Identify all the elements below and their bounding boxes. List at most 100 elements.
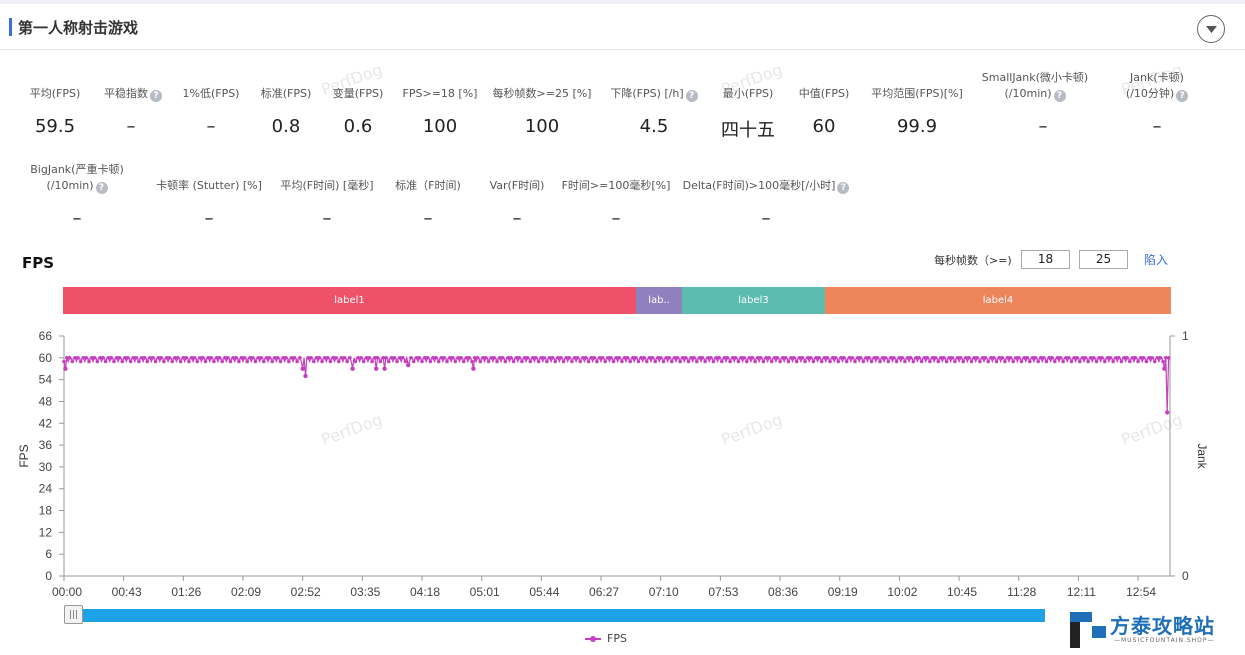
fps-point (398, 356, 402, 360)
y2-tick-label: 1 (1182, 329, 1189, 343)
fps-point (225, 356, 230, 360)
fps-point (958, 356, 963, 360)
fps-point (431, 356, 435, 360)
fps-point (575, 356, 580, 360)
help-icon[interactable]: ? (685, 90, 698, 102)
fps-point (153, 359, 158, 364)
fps-point (930, 356, 935, 360)
threshold-input-2[interactable]: 25 (1079, 250, 1128, 269)
metric-label: FPS>=18 [%] (402, 87, 478, 100)
help-icon[interactable]: ? (95, 182, 108, 194)
fps-point (1130, 356, 1135, 360)
fps-point (875, 356, 879, 360)
fps-point (1078, 359, 1082, 364)
fps-point (123, 356, 127, 360)
fps-point (600, 356, 605, 360)
x-tick-label: 11:28 (1007, 585, 1036, 599)
fps-point (614, 356, 619, 360)
row1-metric: 平均(FPS) (0, 86, 155, 102)
fps-point (417, 356, 422, 360)
help-icon[interactable]: ? (150, 90, 162, 102)
metric-label: 平均(FPS) (29, 87, 81, 100)
metric-value: – (611, 208, 621, 229)
metric-value: 60 (812, 116, 836, 137)
metric-value: – (322, 208, 332, 229)
fps-point (275, 356, 280, 360)
fps-point (856, 356, 860, 360)
help-icon[interactable]: ? (1053, 90, 1066, 102)
x-tick-label: 01:26 (171, 585, 201, 599)
fps-point (203, 359, 208, 364)
fps-point (400, 356, 405, 360)
fps-point (1033, 356, 1038, 360)
label-segment-2[interactable]: lab.. (636, 287, 682, 314)
fps-point (520, 359, 524, 364)
fps-point (500, 356, 505, 360)
label-segment-4[interactable]: label4 (825, 287, 1171, 314)
metric-label-unit: (/10分钟)? (1057, 86, 1245, 102)
fps-point (389, 356, 394, 360)
fps-point (320, 359, 324, 364)
fps-point (1122, 356, 1126, 360)
fps-point (373, 356, 377, 360)
label-segment-3[interactable]: label3 (682, 287, 825, 314)
import-link[interactable]: 陷入 (1144, 253, 1169, 267)
chart-legend[interactable]: FPS (585, 632, 627, 645)
help-icon[interactable]: ? (1176, 90, 1189, 102)
fps-point (553, 359, 557, 364)
fps-point (339, 356, 344, 360)
row1-metric: 中值(FPS) (724, 86, 924, 102)
brand-name: 方泰攻略站 (1110, 614, 1215, 638)
fps-point (678, 359, 682, 364)
fps-point (342, 356, 347, 360)
fps-point (767, 356, 771, 360)
fps-point (661, 359, 666, 364)
fps-point (461, 359, 466, 364)
fps-point (889, 356, 893, 360)
metric-label: Delta(F时间)>100毫秒[/小时]? (666, 178, 866, 194)
metric-label: 卡顿率 (Stutter) [%] (156, 179, 262, 192)
fps-point (228, 359, 233, 364)
collapse-button[interactable] (1197, 15, 1225, 43)
fps-point (819, 359, 824, 364)
metric-label: BigJank(严重卡顿) (30, 163, 124, 176)
fps-point (497, 356, 502, 360)
fps-point (306, 356, 311, 360)
fps-point (897, 356, 902, 360)
fps-point (1152, 359, 1157, 364)
fps-point (1111, 359, 1115, 364)
fps-point (356, 356, 361, 360)
x-tick-label: 02:09 (231, 585, 261, 599)
fps-point (337, 359, 341, 364)
row1-metric: 1%低(FPS) (111, 86, 311, 102)
label-segment-1[interactable]: label1 (63, 287, 636, 314)
fps-point (486, 359, 491, 364)
fps-point (1103, 359, 1107, 364)
fps-point (109, 356, 113, 360)
fps-point (242, 356, 247, 360)
fps-point (495, 359, 499, 364)
fps-point (334, 356, 338, 360)
metric-value: – (204, 208, 214, 229)
fps-point (1136, 359, 1140, 364)
fps-point (345, 359, 349, 364)
fps-point (772, 356, 777, 360)
timeline-scrollbar[interactable] (64, 609, 1045, 622)
fps-point (1041, 356, 1046, 360)
legend-marker-icon (585, 635, 601, 643)
fps-point (672, 356, 677, 360)
help-icon[interactable]: ? (837, 182, 850, 194)
metric-value: 99.9 (896, 116, 938, 137)
threshold-input-1[interactable]: 18 (1021, 250, 1070, 269)
row1-metric: 每秒帧数>=25 [%] (442, 86, 642, 102)
fps-point (436, 359, 441, 364)
fps-point (1025, 356, 1029, 360)
fps-point (686, 359, 691, 364)
fps-point (736, 359, 741, 364)
y2-axis-title: Jank (1195, 443, 1209, 469)
fps-point (142, 356, 147, 360)
fps-point (384, 356, 388, 360)
fps-point (733, 356, 738, 360)
scrollbar-handle[interactable] (64, 605, 83, 624)
fps-point (164, 356, 169, 360)
